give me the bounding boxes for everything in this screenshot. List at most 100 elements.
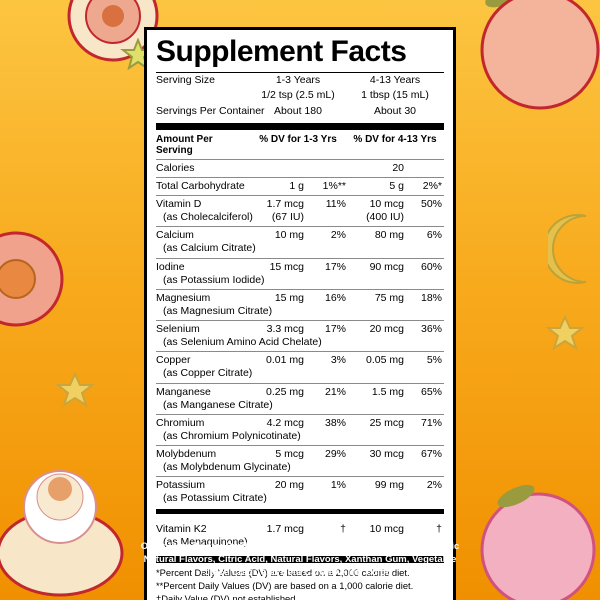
amount-4-13: 10 mcg (400 IU) — [366, 198, 404, 224]
nutrient-source: (as Menaquinone) — [163, 535, 248, 548]
dv-4-13: 50% — [420, 198, 442, 210]
table-header-row: Amount Per Serving % DV for 1-3 Yrs % DV… — [156, 130, 444, 159]
amount-1-3: 0.01 mg — [266, 354, 304, 367]
amount-1-3: 1.7 mcg — [266, 522, 304, 535]
panel-title: Supplement Facts — [156, 35, 444, 73]
servings-count-1-3: About 180 — [274, 105, 322, 117]
nutrient-name: Magnesium — [156, 291, 211, 304]
nutrient-name: Chromium — [156, 416, 205, 429]
divider-medium — [156, 508, 444, 514]
amount-4-13: 99 mg — [374, 479, 404, 492]
serving-size-4-13: 1 tbsp (15 mL) — [361, 89, 429, 102]
dv-1-3: 16% — [324, 291, 346, 304]
nutrient-name: Total Carbohydrate — [156, 179, 245, 192]
nutrient-name: Vitamin K2 — [156, 522, 207, 535]
divider-thick — [156, 122, 444, 130]
divider-thick — [156, 555, 444, 563]
amount-1-3: 15 mg — [274, 291, 304, 304]
nutrient-source: (as Manganese Citrate) — [163, 398, 273, 411]
amount-4-13: 10 mcg — [369, 522, 404, 535]
dv-1-3: 38% — [324, 416, 346, 429]
nutrient-row-magnesium: Magnesium (as Magnesium Citrate) 15 mg 1… — [156, 288, 444, 320]
nutrient-row-vitamin-k2: Vitamin K2 (as Menaquinone) 1.7 mcg † 10… — [156, 514, 444, 553]
nutrient-name: Manganese — [156, 385, 211, 398]
amount-1-3: 3.3 mcg — [266, 323, 304, 335]
dv-4-13: † — [436, 522, 442, 535]
nutrient-name: Iodine — [156, 260, 185, 273]
serving-size-1-3: 1/2 tsp (2.5 mL) — [261, 89, 335, 102]
age-group-1-header: 1-3 Years — [275, 73, 321, 86]
nutrient-name: Potassium — [156, 479, 206, 492]
fruit-tart-top-left-illustration — [67, 0, 159, 62]
nutrient-source: (as Selenium Amino Acid Chelate) — [163, 336, 322, 349]
nutrient-name: Vitamin D — [156, 198, 202, 210]
dv-4-13: 71% — [420, 416, 442, 429]
nutrient-name: Calcium — [156, 229, 194, 242]
amount-1-3: 4.2 mcg — [266, 416, 304, 429]
amount-4-13: 30 mcg — [369, 448, 404, 460]
dv-1-3: 29% — [324, 448, 346, 460]
amount-1-3: 5 mcg — [275, 448, 304, 460]
serving-size-spacer — [156, 88, 250, 104]
nutrient-source: (as Calcium Citrate) — [163, 242, 256, 255]
amount-4-13: 20 mcg — [369, 323, 404, 335]
dv-1-3: † — [340, 522, 346, 535]
amount-1-3: 20 mg — [274, 479, 304, 492]
dv-1-3: 2% — [330, 229, 346, 242]
serving-header-row: Serving Size 1-3 Years 4-13 Years — [156, 73, 444, 89]
dv-4-13: 36% — [420, 323, 442, 335]
nutrient-source: (as Cholecalciferol) — [163, 211, 253, 224]
amount-4-13: 75 mg — [374, 291, 404, 304]
dv-1-3: 1% — [330, 479, 346, 492]
nutrient-name: Molybdenum — [156, 448, 217, 460]
dv-4-13: 67% — [420, 448, 442, 460]
calories-label: Calories — [156, 161, 195, 174]
nutrient-row-molybdenum: Molybdenum (as Molybdenum Glycinate) 5 m… — [156, 445, 444, 476]
nutrient-source: (as Potassium Iodide) — [163, 273, 265, 286]
calories-value: 20 — [392, 161, 404, 174]
nutrient-source: (as Potassium Citrate) — [163, 492, 267, 505]
nutrient-row-selenium: Selenium (as Selenium Amino Acid Chelate… — [156, 320, 444, 351]
serving-size-row: 1/2 tsp (2.5 mL) 1 tbsp (15 mL) — [156, 88, 444, 104]
age-group-2-header: 4-13 Years — [369, 73, 421, 86]
nutrient-row-iodine: Iodine (as Potassium Iodide) 15 mcg 17% … — [156, 257, 444, 289]
nutrient-row-total-carbohydrate: Total Carbohydrate 1 g 1%** 5 g 2%* — [156, 176, 444, 195]
dv-1-3: 3% — [330, 354, 346, 367]
servings-count-4-13: About 30 — [373, 105, 417, 117]
amount-4-13: 90 mcg — [369, 260, 404, 273]
star-icon — [545, 315, 585, 351]
amount-4-13: 1.5 mg — [371, 385, 404, 398]
servings-per-container-label: Servings Per Container — [156, 105, 265, 117]
peach-top-right-illustration — [480, 0, 600, 110]
other-ingredients-text: Other Ingredients: Purified Water, Organ… — [140, 541, 460, 578]
dv-1-3: 21% — [324, 385, 346, 398]
header-amount-per-serving: Amount Per Serving — [156, 133, 213, 156]
amount-1-3: 0.25 mg — [266, 385, 304, 398]
dv-4-13: 65% — [420, 385, 442, 398]
servings-per-container-row: Servings Per Container About 180 About 3… — [156, 104, 444, 120]
fruit-dessert-bottom-left-illustration — [0, 470, 124, 597]
nutrient-row-copper: Copper (as Copper Citrate) 0.01 mg 3% 0.… — [156, 351, 444, 382]
amount-1-3: 1.7 mcg (67 IU) — [266, 198, 304, 224]
footnotes: *Percent Daily Values (DV) are based on … — [156, 563, 444, 600]
amount-4-13: 0.05 mg — [366, 354, 404, 367]
footnote-2000-cal: *Percent Daily Values (DV) are based on … — [156, 566, 410, 578]
dv-1-3: 11% — [325, 198, 346, 210]
nutrient-row-chromium: Chromium (as Chromium Polynicotinate) 4.… — [156, 413, 444, 445]
amount-1-3: 10 mg — [274, 229, 304, 242]
header-dv-1-3: % DV for 1-3 Yrs — [259, 133, 337, 145]
amount-1-3: 15 mcg — [269, 260, 304, 273]
dv-4-13: 5% — [426, 354, 442, 367]
dv-4-13: 6% — [426, 229, 442, 242]
nutrient-source: (as Copper Citrate) — [163, 367, 253, 380]
nutrient-name: Copper — [156, 354, 191, 367]
serving-section: Serving Size 1-3 Years 4-13 Years 1/2 ts… — [156, 73, 444, 120]
nutrient-source: (as Magnesium Citrate) — [163, 304, 273, 317]
amount-4-13: 25 mcg — [369, 416, 404, 429]
serving-size-label: Serving Size — [156, 73, 215, 86]
amount-1-3: 1 g — [289, 179, 304, 192]
star-icon — [55, 372, 95, 408]
dv-4-13: 60% — [420, 260, 442, 273]
amount-4-13: 5 g — [389, 179, 404, 192]
